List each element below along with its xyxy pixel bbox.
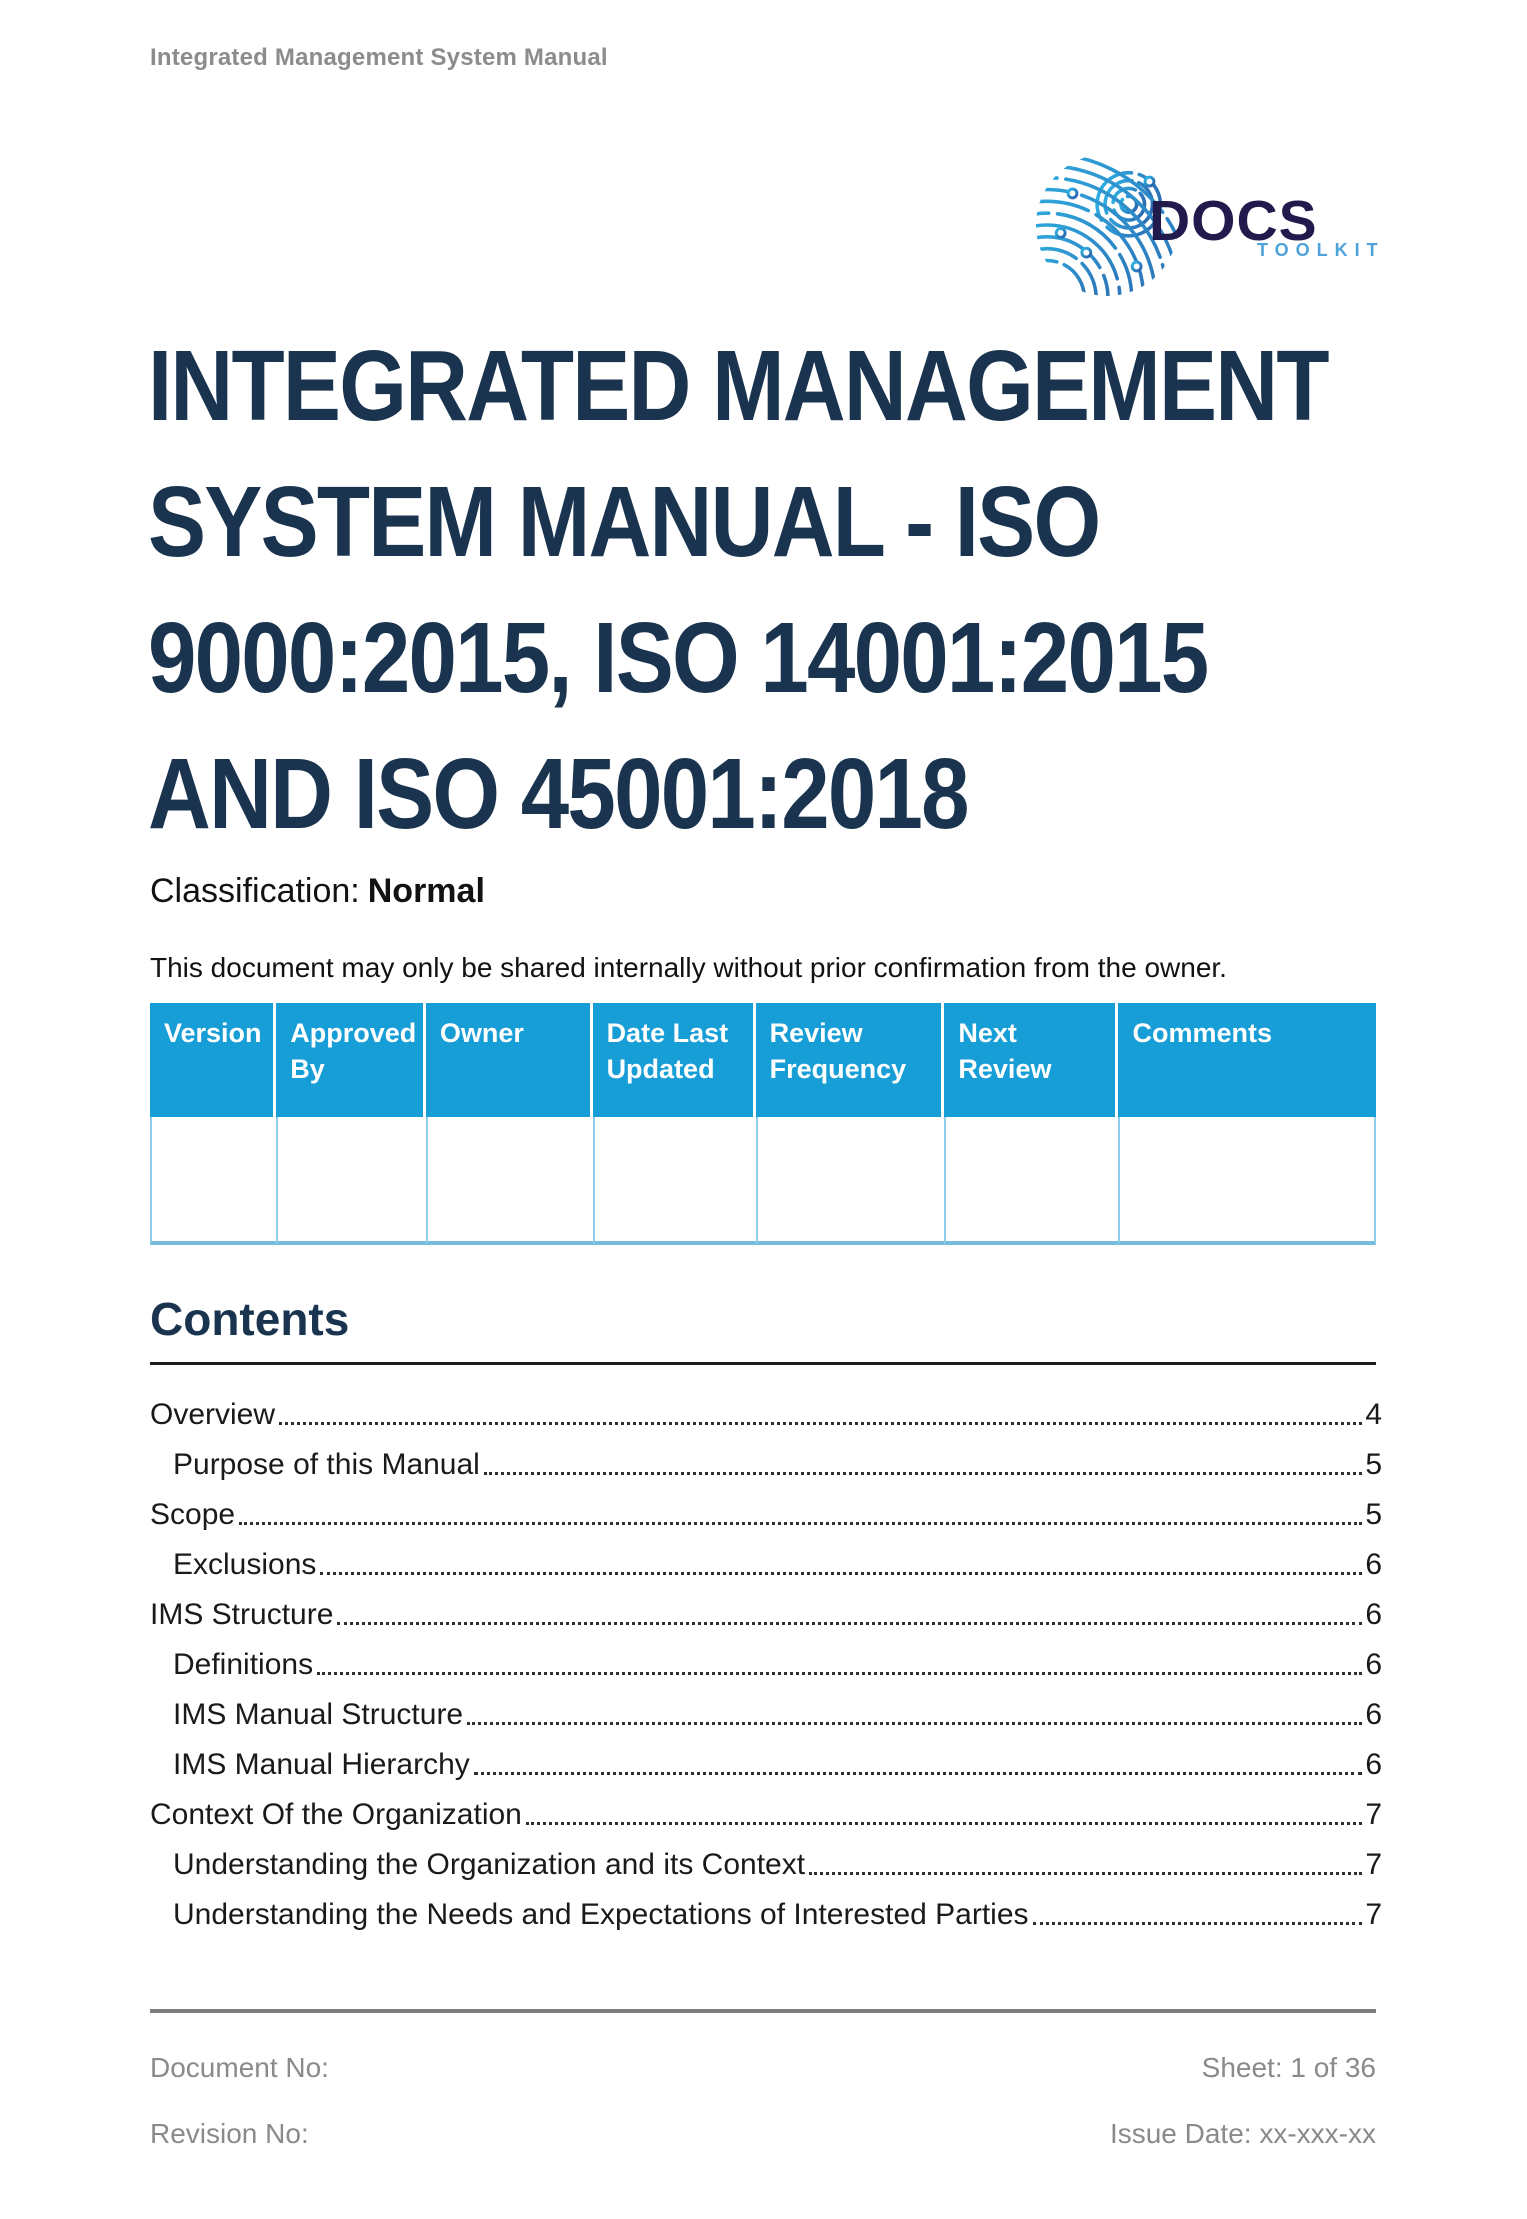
- toc-dot-leader: [337, 1622, 1363, 1625]
- classification-label: Classification:: [150, 872, 360, 910]
- toc-entry-overview: Overview 4: [150, 1382, 1382, 1432]
- toc-entry-label: IMS Structure: [150, 1598, 334, 1631]
- logo-wordmark-primary: DOCS: [1149, 189, 1318, 253]
- version-control-table: Version Approved By Owner Date Last Upda…: [150, 1003, 1376, 1245]
- column-header-owner: Owner: [425, 1003, 593, 1117]
- toc-dot-leader: [467, 1722, 1363, 1725]
- running-header: Integrated Management System Manual: [150, 44, 608, 71]
- table-row: [150, 1117, 1376, 1245]
- toc-dot-leader: [279, 1422, 1363, 1425]
- toc-entry-understanding-org: Understanding the Organization and its C…: [150, 1832, 1382, 1882]
- contents-divider: [150, 1362, 1376, 1365]
- toc-entry-label: Exclusions: [173, 1548, 317, 1581]
- sheet-number: Sheet: 1 of 36: [1201, 2052, 1376, 2083]
- document-title: INTEGRATED MANAGEMENT SYSTEM MANUAL - IS…: [148, 318, 1330, 862]
- toc-entry-page: 6: [1365, 1648, 1382, 1681]
- toc-entry-label: Scope: [150, 1498, 236, 1531]
- issue-date: Issue Date: xx-xxx-xx: [1109, 2118, 1376, 2149]
- column-header-approved-by: Approved By: [276, 1003, 426, 1117]
- toc-dot-leader: [473, 1772, 1363, 1775]
- toc-entry-label: Purpose of this Manual: [173, 1448, 480, 1481]
- cell-date-last-updated: [592, 1117, 756, 1245]
- toc-dot-leader: [1032, 1922, 1363, 1925]
- toc-dot-leader: [320, 1572, 1363, 1575]
- document-title-line: INTEGRATED MANAGEMENT: [148, 330, 1330, 442]
- toc-dot-leader: [483, 1472, 1363, 1475]
- classification-value: Normal: [367, 872, 485, 910]
- toc-entry-page: 6: [1365, 1698, 1382, 1731]
- toc-entry-page: 4: [1365, 1398, 1382, 1431]
- toc-entry-purpose: Purpose of this Manual 5: [150, 1432, 1382, 1482]
- logo-wordmark-secondary: TOOLKIT: [1257, 240, 1385, 260]
- toc-entry-label: Understanding the Organization and its C…: [173, 1848, 806, 1881]
- cell-next-review: [944, 1117, 1119, 1245]
- toc-entry-label: Definitions: [173, 1648, 314, 1681]
- toc-entry-ims-structure: IMS Structure 6: [150, 1582, 1382, 1632]
- column-header-version: Version: [150, 1003, 277, 1117]
- column-header-next-review: Next Review: [944, 1003, 1119, 1117]
- docs-toolkit-logo: DOCS TOOLKIT: [1035, 150, 1380, 302]
- footer-row-2: Revision No: Issue Date: xx-xxx-xx: [150, 2118, 1376, 2150]
- fingerprint-icon: [1035, 153, 1179, 297]
- toc-entry-understanding-needs: Understanding the Needs and Expectations…: [150, 1882, 1382, 1932]
- toc-entry-exclusions: Exclusions 6: [150, 1532, 1382, 1582]
- table-of-contents: Overview 4 Purpose of this Manual 5 Scop…: [150, 1382, 1382, 1932]
- toc-entry-ims-manual-hierarchy: IMS Manual Hierarchy 6: [150, 1732, 1382, 1782]
- toc-entry-ims-manual-structure: IMS Manual Structure 6: [150, 1682, 1382, 1732]
- toc-entry-page: 7: [1365, 1848, 1382, 1881]
- toc-entry-definitions: Definitions 6: [150, 1632, 1382, 1682]
- document-title-line: 9000:2015, ISO 14001:2015: [148, 602, 1209, 714]
- toc-entry-scope: Scope 5: [150, 1482, 1382, 1532]
- column-header-comments: Comments: [1118, 1003, 1376, 1117]
- table-header-row: Version Approved By Owner Date Last Upda…: [150, 1003, 1376, 1117]
- footer-divider: [150, 2009, 1376, 2013]
- toc-entry-label: Understanding the Needs and Expectations…: [173, 1898, 1029, 1931]
- classification-line: Classification: Normal: [150, 872, 485, 911]
- footer-row-1: Document No: Sheet: 1 of 36: [150, 2052, 1376, 2084]
- toc-entry-context: Context Of the Organization 7: [150, 1782, 1382, 1832]
- toc-entry-page: 6: [1365, 1748, 1382, 1781]
- toc-entry-label: Overview: [150, 1398, 276, 1431]
- toc-entry-label: IMS Manual Hierarchy: [173, 1748, 470, 1781]
- cell-owner: [425, 1117, 593, 1245]
- cell-review-frequency: [755, 1117, 945, 1245]
- contents-heading: Contents: [150, 1293, 350, 1345]
- toc-entry-label: Context Of the Organization: [150, 1798, 522, 1831]
- toc-dot-leader: [239, 1522, 1363, 1525]
- column-header-date-last-updated: Date Last Updated: [592, 1003, 756, 1117]
- toc-entry-page: 7: [1365, 1898, 1382, 1931]
- toc-entry-page: 7: [1365, 1798, 1382, 1831]
- revision-no-label: Revision No:: [150, 2118, 309, 2149]
- sharing-notice: This document may only be shared interna…: [150, 952, 1227, 983]
- toc-dot-leader: [317, 1672, 1363, 1675]
- cell-approved-by: [276, 1117, 426, 1245]
- toc-dot-leader: [525, 1822, 1363, 1825]
- toc-entry-page: 6: [1365, 1548, 1382, 1581]
- cell-comments: [1118, 1117, 1376, 1245]
- document-title-line: AND ISO 45001:2018: [148, 738, 970, 850]
- toc-entry-label: IMS Manual Structure: [173, 1698, 464, 1731]
- document-no-label: Document No:: [150, 2052, 329, 2083]
- column-header-review-frequency: Review Frequency: [755, 1003, 945, 1117]
- document-title-line: SYSTEM MANUAL - ISO: [148, 466, 1101, 578]
- toc-entry-page: 5: [1365, 1448, 1382, 1481]
- toc-entry-page: 5: [1365, 1498, 1382, 1531]
- toc-entry-page: 6: [1365, 1598, 1382, 1631]
- cell-version: [150, 1117, 277, 1245]
- toc-dot-leader: [809, 1872, 1363, 1875]
